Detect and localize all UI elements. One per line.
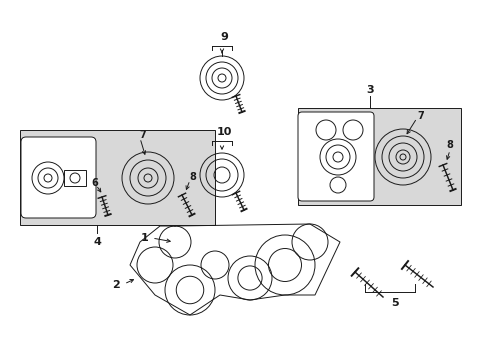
FancyBboxPatch shape <box>297 112 373 201</box>
Text: 3: 3 <box>366 85 373 95</box>
Bar <box>297 108 460 205</box>
Text: 4: 4 <box>93 237 101 247</box>
Text: 8: 8 <box>446 140 452 150</box>
Text: 5: 5 <box>390 298 398 308</box>
Text: 6: 6 <box>91 178 98 188</box>
Text: 2: 2 <box>112 280 120 290</box>
Text: 7: 7 <box>417 111 424 121</box>
Bar <box>20 130 215 225</box>
Text: 1: 1 <box>140 233 148 243</box>
Text: 9: 9 <box>220 32 227 42</box>
FancyBboxPatch shape <box>21 137 96 218</box>
Text: 7: 7 <box>140 130 146 140</box>
Bar <box>64 170 86 186</box>
Text: 8: 8 <box>189 172 196 182</box>
Text: 10: 10 <box>216 127 231 137</box>
